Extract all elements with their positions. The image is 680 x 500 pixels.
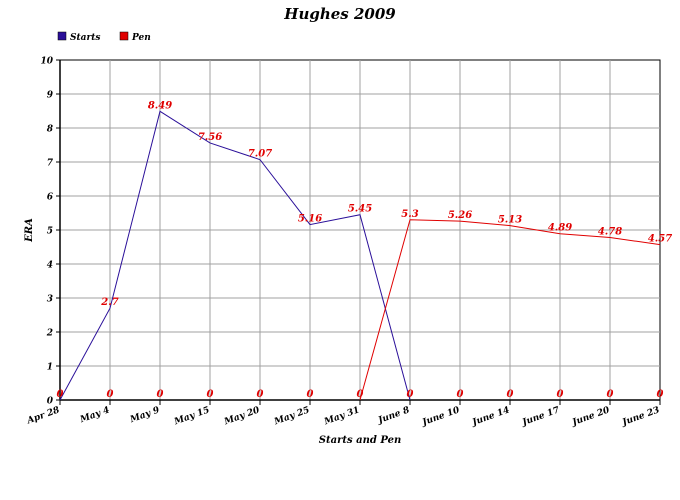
y-tick-label: 8: [47, 125, 54, 135]
x-tick-label: May 4: [78, 405, 111, 425]
legend-swatch-starts: [57, 31, 67, 41]
x-tick-label: June 23: [619, 405, 661, 428]
y-tick-label: 0: [47, 397, 54, 407]
legend: Starts Pen: [57, 31, 151, 43]
data-label: 0: [207, 389, 214, 400]
data-label: 4.89: [548, 223, 572, 234]
data-label: 5.26: [448, 210, 472, 221]
data-label: 0: [557, 389, 564, 400]
y-tick-label: 3: [47, 295, 53, 305]
y-tick-label: 6: [47, 193, 54, 203]
data-label: 0: [107, 389, 114, 400]
y-tick-label: 9: [47, 91, 54, 101]
data-label: 5.16: [298, 214, 322, 225]
data-label: 0: [257, 389, 264, 400]
y-tick-label: 10: [40, 57, 53, 67]
y-tick-label: 7: [47, 159, 54, 169]
x-tick-label: June 17: [519, 405, 561, 429]
data-label: 0: [657, 389, 664, 400]
data-label: 5.13: [498, 215, 522, 226]
data-labels: 0 2.7 8.49 7.56 7.07 5.16 5.45 0 0 0 0 0 0 0 0 0 0 0 0 5.3 5…: [57, 100, 673, 400]
data-label: 0: [57, 389, 64, 400]
x-tick-label: May 9: [128, 405, 162, 425]
data-label: 7.07: [248, 149, 272, 160]
data-label: 4.78: [598, 226, 622, 237]
data-label: 0: [307, 389, 314, 400]
data-label: 0: [607, 389, 614, 400]
data-label: 5.45: [348, 204, 372, 215]
data-label: 2.7: [100, 297, 118, 308]
grid-lines: [60, 60, 660, 400]
x-tick-label: May 20: [222, 405, 262, 428]
data-label: 7.56: [198, 132, 222, 143]
x-tick-label: June 20: [569, 405, 611, 429]
x-tick-label: June 8: [375, 405, 412, 426]
x-tick-label: May 15: [172, 405, 211, 427]
data-label: 0: [457, 389, 464, 400]
legend-label-pen: Pen: [131, 33, 151, 43]
legend-label-starts: Starts: [70, 33, 100, 43]
data-label: 4.57: [648, 234, 672, 245]
series-lines: [59, 110, 661, 401]
x-axis-title: Starts and Pen: [319, 435, 401, 446]
series-line-starts: [59, 110, 411, 401]
y-tick-label: 1: [47, 363, 53, 373]
x-tick-label: Apr 28: [25, 405, 62, 427]
y-tick-label: 4: [47, 261, 53, 271]
x-tick-label: June 10: [419, 405, 461, 429]
data-label: 8.49: [148, 100, 172, 111]
series-line-pen: [359, 219, 661, 401]
data-label: 0: [357, 389, 364, 400]
data-label: 0: [407, 389, 414, 400]
legend-swatch-pen: [119, 31, 129, 41]
y-axis-title: ERA: [24, 218, 35, 243]
x-tick-label: June 14: [469, 405, 511, 428]
x-tick-label: May 25: [272, 405, 311, 427]
x-tick-label: May 31: [322, 405, 361, 427]
data-label: 5.3: [401, 209, 418, 220]
y-tick-label: 5: [47, 227, 53, 237]
y-tick-label: 2: [46, 329, 53, 339]
data-label: 0: [507, 389, 514, 400]
chart-title: Hughes 2009: [283, 5, 396, 23]
data-label: 0: [157, 389, 164, 400]
